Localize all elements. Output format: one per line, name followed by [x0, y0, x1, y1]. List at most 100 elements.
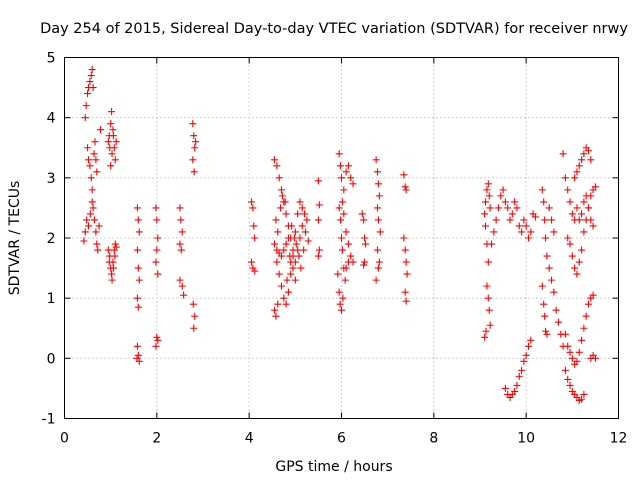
data-point [578, 210, 586, 218]
data-point [282, 240, 290, 248]
data-point [104, 138, 112, 146]
data-point [286, 252, 294, 260]
data-point [545, 204, 553, 212]
data-point [89, 84, 97, 92]
data-point [573, 357, 581, 365]
data-point [271, 306, 279, 314]
data-point [88, 66, 96, 74]
y-axis-label: SDTVAR / TECUs [7, 181, 23, 296]
data-point [315, 201, 323, 209]
data-point [587, 156, 595, 164]
data-point [294, 210, 302, 218]
data-point [481, 333, 489, 341]
data-point [301, 210, 309, 218]
data-point [135, 228, 143, 236]
data-point [91, 138, 99, 146]
data-point [571, 174, 579, 182]
data-point [314, 216, 322, 224]
data-point [81, 114, 89, 122]
data-point [543, 330, 551, 338]
data-point [584, 204, 592, 212]
data-point [112, 138, 120, 146]
data-point [400, 171, 408, 179]
data-point [522, 351, 530, 359]
data-point [497, 192, 505, 200]
x-tick-label: 4 [245, 431, 254, 447]
data-point [178, 282, 186, 290]
data-point [374, 264, 382, 272]
data-point [135, 276, 143, 284]
data-point [582, 312, 590, 320]
data-point [281, 198, 289, 206]
data-point [566, 240, 574, 248]
data-point [490, 228, 498, 236]
data-point [561, 366, 569, 374]
data-point [300, 246, 308, 254]
data-point [89, 204, 97, 212]
data-point [362, 240, 370, 248]
data-point [566, 381, 574, 389]
data-point [273, 162, 281, 170]
data-point [589, 222, 597, 230]
data-point [338, 246, 346, 254]
data-point [277, 282, 285, 290]
data-point [542, 234, 550, 242]
data-point [111, 240, 119, 248]
data-point [277, 252, 285, 260]
x-tick-label: 6 [337, 431, 346, 447]
data-point [134, 216, 142, 224]
data-point [374, 180, 382, 188]
data-point [575, 258, 583, 266]
data-point [277, 204, 285, 212]
x-tick-label: 10 [517, 431, 535, 447]
data-point [271, 156, 279, 164]
data-point [291, 276, 299, 284]
data-point [488, 240, 496, 248]
data-point [288, 222, 296, 230]
data-point [338, 174, 345, 182]
data-point [334, 270, 342, 278]
data-point [277, 186, 285, 194]
data-point [108, 270, 116, 278]
data-point [249, 264, 257, 272]
data-point [280, 294, 288, 302]
data-point [88, 186, 96, 194]
data-point [315, 246, 323, 254]
data-point [541, 312, 549, 320]
data-point [403, 270, 411, 278]
data-point [360, 261, 368, 269]
data-point [177, 246, 185, 254]
data-point [531, 213, 539, 221]
data-point [251, 234, 259, 242]
data-point [584, 147, 592, 155]
data-point [524, 342, 532, 350]
x-tick-label: 0 [60, 431, 69, 447]
data-point [481, 210, 489, 218]
data-point [402, 297, 410, 305]
data-point [298, 204, 306, 212]
data-point [154, 270, 162, 278]
data-point [573, 270, 581, 278]
data-point [566, 198, 574, 206]
x-axis-label: GPS time / hours [275, 459, 392, 475]
data-point [298, 222, 306, 230]
data-point [290, 234, 298, 242]
data-point [88, 198, 96, 206]
data-point [191, 144, 199, 152]
data-point [482, 222, 490, 230]
data-point [566, 348, 574, 356]
data-point [347, 252, 355, 260]
data-point [111, 156, 119, 164]
data-point [484, 294, 492, 302]
data-point [107, 162, 115, 170]
data-point [400, 234, 408, 242]
data-point [133, 342, 141, 350]
data-point [482, 327, 490, 335]
data-point [94, 246, 102, 254]
data-point [297, 264, 305, 272]
data-point [483, 186, 491, 194]
x-tick-label: 12 [610, 431, 628, 447]
data-point [584, 300, 592, 308]
data-point [484, 180, 492, 188]
data-point [375, 192, 383, 200]
